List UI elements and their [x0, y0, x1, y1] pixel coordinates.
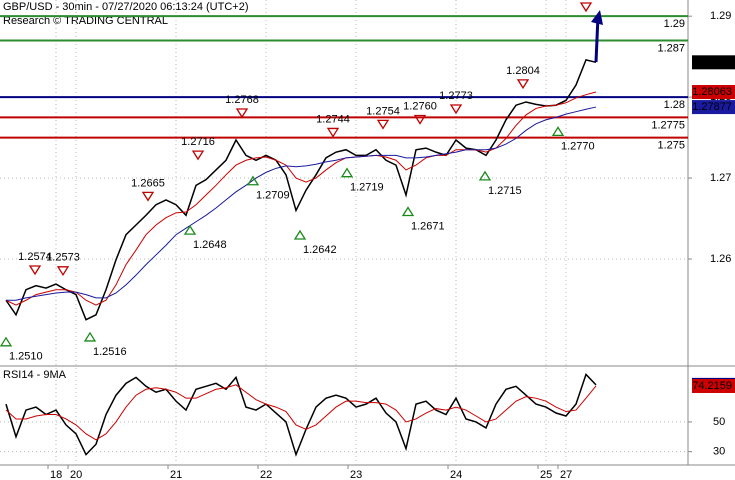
- x-tick-label: 18: [50, 469, 62, 480]
- pivot-high-label: 1.2754: [366, 105, 400, 117]
- arrow-head: [591, 10, 603, 25]
- y-tick-label: 1.27: [710, 172, 731, 184]
- pivot-high-marker: [28, 265, 42, 276]
- pivot-high-label: 1.2804: [506, 65, 540, 77]
- x-tick-label: 20: [70, 469, 82, 480]
- pivot-high-marker: [141, 191, 155, 202]
- pivot-low-label: 1.2648: [193, 239, 227, 251]
- pivot-low-marker: [340, 167, 354, 178]
- y-tick-label: 1.29: [710, 10, 731, 22]
- level-label: 1.275: [657, 139, 685, 151]
- pivot-high-marker: [191, 150, 205, 161]
- pivot-high-marker: [56, 266, 70, 277]
- series-line: [5, 384, 597, 441]
- last-value-label: 74.2159: [692, 380, 732, 392]
- last-value-box: [692, 55, 735, 70]
- pivot-high-marker: [413, 114, 427, 125]
- last-value-box: [692, 100, 735, 115]
- chart-title: GBP/USD - 30min - 07/27/2020 06:13:24 (U…: [3, 1, 248, 13]
- pivot-low-marker: [83, 331, 97, 342]
- y-tick-label: 30: [713, 446, 725, 458]
- pivot-high-label: 1.2574: [18, 251, 52, 263]
- last-value-label: 1.2843: [698, 56, 732, 68]
- pivot-low-marker: [551, 126, 565, 137]
- pivot-high-marker: [579, 2, 593, 13]
- pivot-low-label: 1.2715: [488, 185, 522, 197]
- pivot-low-label: 1.2642: [303, 244, 337, 256]
- level-label: 1.287: [657, 42, 685, 54]
- pivot-high-label: 1.2760: [403, 100, 437, 112]
- last-value-box: [692, 378, 735, 393]
- x-tick-label: 24: [450, 469, 462, 480]
- last-value-label: 1.27877: [692, 101, 732, 113]
- y-tick-label: 1.26: [710, 253, 731, 265]
- chart-subtitle: Research © TRADING CENTRAL: [3, 15, 168, 27]
- series-line: [5, 373, 597, 457]
- level-label: 1.29: [664, 18, 685, 30]
- pivot-low-marker: [401, 206, 415, 217]
- pivot-low-marker: [478, 170, 492, 181]
- last-value-label: 1.28063: [692, 86, 732, 98]
- pivot-high-label: 1.2768: [225, 94, 259, 106]
- pivot-high-label: 1.2665: [131, 177, 165, 189]
- pivot-high-label: 1.2773: [439, 90, 473, 102]
- series-line: [5, 91, 597, 306]
- pivot-high-marker: [516, 79, 530, 90]
- pivot-low-marker: [293, 229, 307, 240]
- pivot-low-marker: [183, 224, 197, 235]
- pivot-high-label: 1.2744: [316, 113, 350, 125]
- x-tick-label: 27: [560, 469, 572, 480]
- level-label: 1.2775: [651, 119, 685, 131]
- x-tick-label: 21: [170, 469, 182, 480]
- x-tick-label: 23: [350, 469, 362, 480]
- pivot-high-marker: [376, 119, 390, 130]
- pivot-low-marker: [246, 175, 260, 186]
- pivot-low-label: 1.2516: [93, 346, 127, 358]
- pivot-low-label: 1.2770: [561, 140, 595, 152]
- pivot-low-label: 1.2510: [9, 351, 43, 363]
- pivot-high-label: 1.2573: [46, 252, 80, 264]
- y-tick-label: 50: [713, 416, 725, 428]
- pivot-high-marker: [235, 108, 249, 119]
- series-line: [5, 59, 597, 321]
- pivot-low-label: 1.2671: [411, 220, 445, 232]
- pivot-high-marker: [449, 104, 463, 115]
- indicator-title: RSI14 - 9MA: [3, 369, 67, 381]
- x-tick-label: 25: [540, 469, 552, 480]
- pivot-low-label: 1.2719: [350, 182, 384, 194]
- x-tick-label: 22: [260, 469, 272, 480]
- series-line: [6, 106, 597, 301]
- pivot-low-label: 1.2709: [256, 190, 290, 202]
- pivot-high-label: 1.2716: [181, 136, 215, 148]
- last-value-box: [692, 85, 735, 100]
- level-label: 1.28: [664, 99, 685, 111]
- pivot-low-marker: [0, 336, 13, 347]
- pivot-high-marker: [326, 127, 340, 138]
